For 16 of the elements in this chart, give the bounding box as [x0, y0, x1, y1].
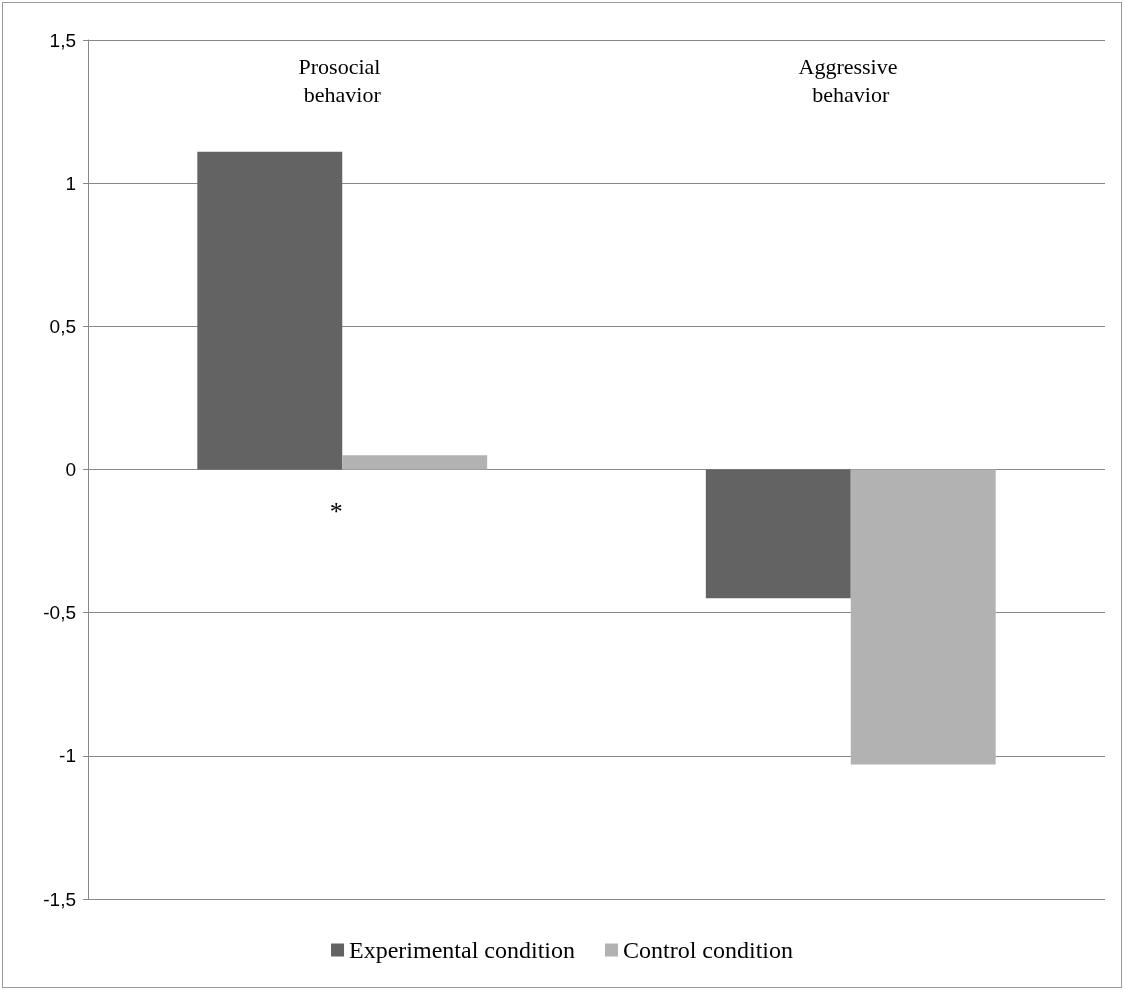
x-tick-label: Prosocial behavior	[298, 53, 386, 107]
annotation: *	[329, 497, 343, 526]
y-tick-label: -1,5	[43, 888, 76, 910]
bar	[197, 151, 343, 470]
y-tick-label: 0,5	[49, 315, 76, 337]
bar	[342, 455, 488, 470]
x-tick-label: Aggressive behavior	[798, 53, 903, 107]
bar	[850, 469, 996, 765]
y-tick-label: -1	[59, 745, 76, 767]
y-tick-label: 1	[65, 172, 76, 194]
y-tick-label: 0	[65, 459, 76, 480]
y-tick-label: -0,5	[43, 602, 76, 624]
legend-label: Control condition	[622, 937, 793, 963]
y-tick-label: 1,5	[49, 29, 76, 51]
legend-label: Experimental condition	[349, 937, 575, 963]
bar	[705, 469, 851, 599]
